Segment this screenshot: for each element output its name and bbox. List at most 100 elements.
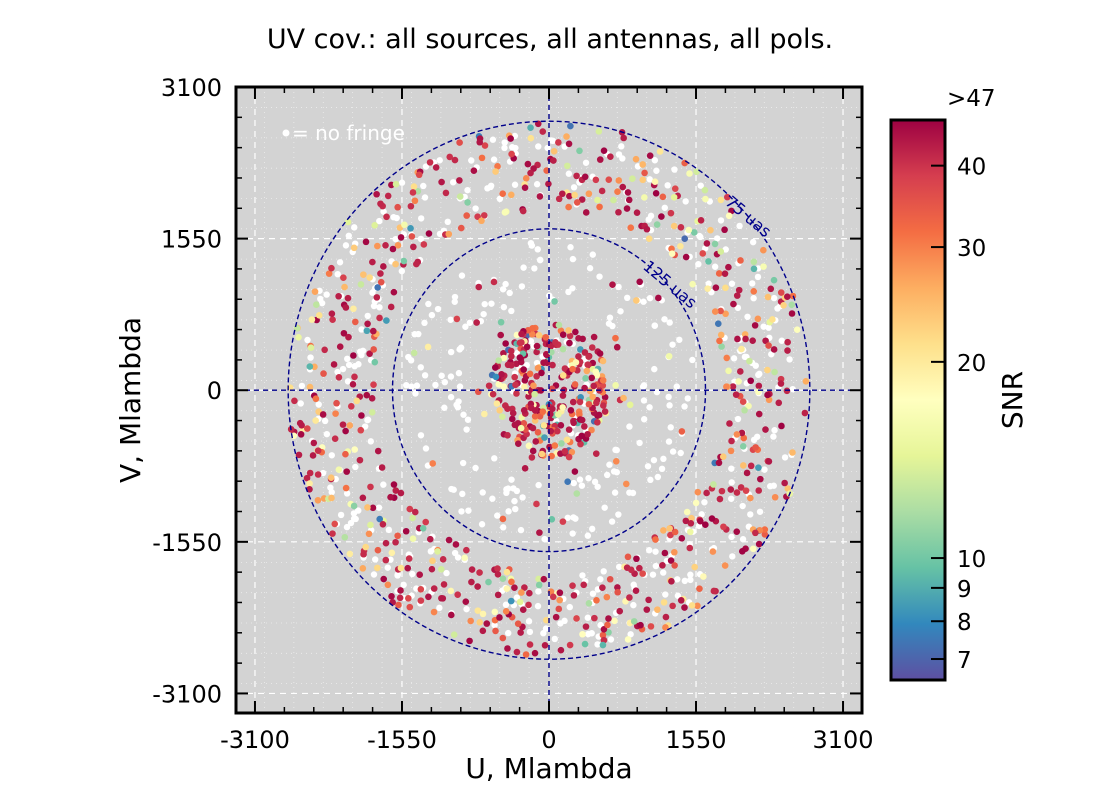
detection-point [552,339,559,346]
no-fringe-point [771,427,778,434]
no-fringe-point [458,508,465,515]
detection-point [690,229,698,236]
detection-point [735,286,743,294]
detection-point [761,531,769,538]
detection-point [363,391,371,399]
detection-point [739,443,747,450]
no-fringe-point [567,244,574,251]
detection-point [492,364,499,371]
detection-point [499,515,507,523]
detection-point [369,327,377,335]
detection-point [751,322,759,329]
detection-point [474,607,482,614]
no-fringe-point [658,465,666,473]
detection-point [499,190,507,198]
detection-point [754,315,762,323]
detection-point [629,175,636,182]
detection-point [565,203,572,211]
no-fringe-point [361,423,369,430]
detection-point [636,564,643,572]
detection-point [497,318,505,326]
no-fringe-point [384,564,391,571]
no-fringe-point [380,208,387,215]
detection-point [584,430,591,438]
detection-point [578,196,586,203]
detection-point [397,489,405,497]
detection-point [485,382,493,390]
no-fringe-point [334,270,341,278]
detection-point [735,378,742,385]
detection-point [582,623,590,630]
detection-point [364,320,371,328]
detection-point [331,435,339,443]
detection-point [590,382,598,390]
no-fringe-point [344,378,352,385]
detection-point [561,365,569,372]
detection-point [383,213,390,221]
detection-point [788,301,796,309]
detection-point [599,631,607,639]
detection-point [730,300,737,308]
detection-point [377,270,384,277]
detection-point [439,556,447,563]
detection-point [652,189,660,197]
detection-point [727,486,735,493]
detection-point [775,399,783,407]
no-fringe-point [589,251,596,258]
detection-point [417,597,425,604]
detection-point [710,587,718,595]
detection-point [600,625,608,633]
detection-point [377,278,385,286]
detection-point [557,422,565,429]
no-fringe-point [317,295,324,303]
no-fringe-point [411,331,418,338]
detection-point [611,617,618,625]
no-fringe-point [347,519,355,527]
detection-point [333,399,340,407]
no-fringe-point [464,416,472,423]
no-fringe-point [702,245,709,252]
detection-point [490,278,498,286]
detection-point [413,260,420,268]
detection-point [340,274,347,282]
detection-point [336,343,344,351]
detection-point [376,314,383,322]
detection-point [339,421,347,428]
no-fringe-point [345,361,353,369]
detection-point [330,361,338,368]
detection-point [374,546,382,554]
detection-point [765,342,772,349]
no-fringe-point [370,302,378,310]
no-fringe-point [421,194,429,201]
no-fringe-point [352,463,359,471]
detection-point [667,531,674,539]
detection-point [313,301,320,308]
detection-point [537,387,545,394]
no-fringe-point [698,511,705,518]
no-fringe-point [472,205,479,212]
no-fringe-point [336,259,344,266]
no-fringe-point [645,216,652,223]
detection-point [508,353,515,360]
detection-point [438,178,445,186]
detection-point [693,168,700,175]
detection-point [442,189,450,197]
detection-point [332,410,339,417]
detection-point [446,153,454,161]
detection-point [550,147,558,155]
no-fringe-point [364,312,371,320]
no-fringe-point [434,305,442,313]
detection-point [670,222,678,230]
no-fringe-point [385,526,393,534]
detection-point [687,519,695,527]
no-fringe-point [684,395,691,402]
detection-point [496,614,503,621]
detection-point [297,431,305,438]
no-fringe-point [518,283,526,290]
no-fringe-point [420,182,427,190]
detection-point [417,585,425,593]
no-fringe-point [669,341,676,348]
detection-point [667,557,675,564]
detection-point [728,437,735,445]
no-fringe-point [534,602,542,610]
